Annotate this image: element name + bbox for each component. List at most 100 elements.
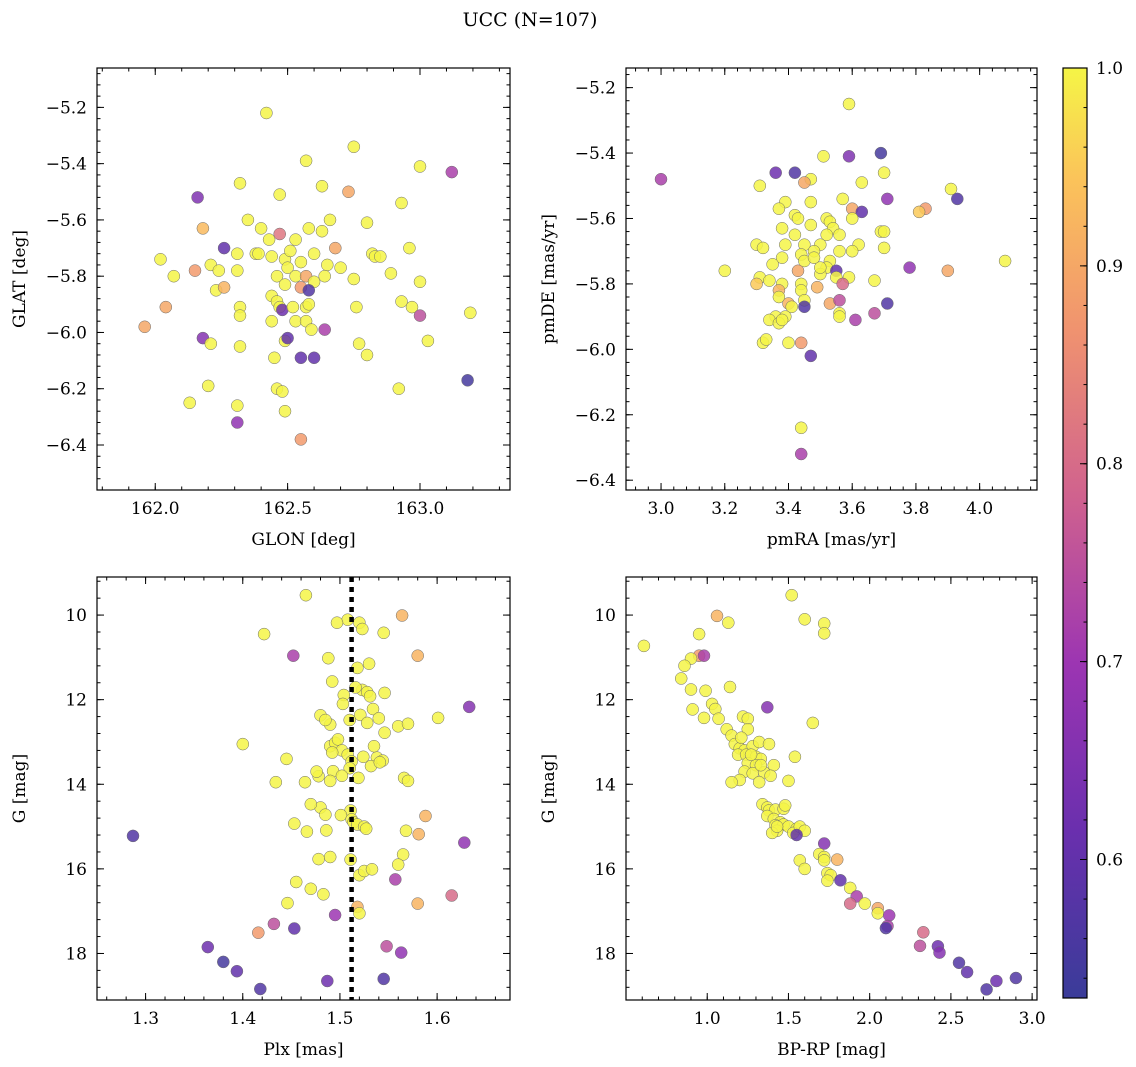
data-point <box>233 340 247 353</box>
data-point <box>257 627 271 641</box>
data-point <box>788 750 802 764</box>
data-point <box>265 250 278 263</box>
data-point <box>458 836 471 849</box>
data-point <box>754 758 768 772</box>
data-point <box>810 280 824 294</box>
axes-frame <box>625 67 1038 491</box>
data-point <box>697 649 711 662</box>
data-point <box>319 713 332 727</box>
data-point <box>445 165 459 179</box>
data-point <box>842 150 856 163</box>
x-tick-label: 162.0 <box>131 499 180 519</box>
data-point <box>350 300 363 314</box>
data-point <box>212 264 226 277</box>
data-point <box>741 723 755 736</box>
data-point <box>284 244 297 258</box>
data-point <box>794 447 808 461</box>
data-point <box>322 651 335 665</box>
data-point <box>998 254 1012 268</box>
data-point <box>411 649 424 662</box>
y-tick-label: 18 <box>594 944 616 964</box>
data-point <box>785 588 798 602</box>
colorbar-tick-label: 0.7 <box>1096 653 1123 673</box>
y-tick-label: 18 <box>65 944 87 964</box>
data-point <box>273 227 286 241</box>
data-point <box>903 261 916 274</box>
data-point <box>833 228 846 242</box>
data-point <box>917 926 930 939</box>
data-point <box>858 897 872 910</box>
data-point <box>845 244 859 258</box>
data-point <box>411 897 424 910</box>
y-tick-label: −5.6 <box>46 211 87 231</box>
data-point <box>785 300 798 314</box>
data-point <box>307 351 321 365</box>
data-point <box>817 854 831 867</box>
data-point <box>294 351 308 365</box>
data-point <box>183 396 196 410</box>
data-point <box>725 775 738 789</box>
data-point <box>357 750 370 764</box>
data-point <box>294 433 308 446</box>
data-point <box>159 300 173 314</box>
data-point <box>699 684 712 698</box>
data-point <box>868 307 881 320</box>
data-point <box>352 771 365 785</box>
data-point <box>833 310 846 323</box>
data-point <box>686 703 699 716</box>
data-point <box>281 261 294 274</box>
data-point <box>363 690 377 703</box>
data-point <box>399 824 413 838</box>
data-point <box>273 188 286 201</box>
data-point <box>741 712 755 725</box>
colorbar-gradient <box>1062 67 1088 999</box>
colorbar-tick-label: 0.6 <box>1096 850 1123 870</box>
data-point <box>217 241 231 255</box>
data-point <box>372 712 386 725</box>
data-point <box>782 774 795 788</box>
data-point <box>772 202 786 215</box>
y-tick-label: 12 <box>65 691 87 711</box>
data-point <box>315 224 329 238</box>
data-point <box>347 140 361 154</box>
data-point <box>820 228 833 242</box>
data-point <box>461 374 474 387</box>
data-point <box>464 306 477 320</box>
data-point <box>191 191 204 204</box>
data-point <box>830 853 844 866</box>
panels: 162.0 162.5 163.0−6.4−6.2−6.0−5.8−5.6−5.4−… <box>10 67 1046 1060</box>
data-point <box>328 908 342 922</box>
data-point <box>321 974 334 988</box>
data-point <box>394 946 408 959</box>
data-point <box>782 336 795 350</box>
colorbar-tick-label: 0.9 <box>1096 257 1123 277</box>
data-point <box>233 309 247 322</box>
y-tick-label: −6.2 <box>46 380 87 400</box>
data-point <box>764 769 777 783</box>
data-point <box>874 146 888 160</box>
data-point <box>405 300 419 314</box>
y-tick-label: −5.2 <box>575 79 616 99</box>
data-point <box>231 264 244 277</box>
data-point <box>315 179 329 193</box>
data-point <box>843 881 857 895</box>
data-point <box>817 837 831 850</box>
data-point <box>373 756 387 769</box>
axes-frame <box>625 576 1038 1001</box>
data-point <box>318 269 331 283</box>
data-point <box>378 686 391 700</box>
data-point <box>798 300 811 314</box>
data-point <box>302 284 316 297</box>
data-point <box>767 758 781 772</box>
data-point <box>360 716 374 730</box>
data-point <box>941 264 955 278</box>
data-point <box>268 351 281 365</box>
data-point <box>276 385 289 398</box>
data-point <box>317 888 330 901</box>
data-point <box>413 275 427 289</box>
data-point <box>791 212 805 225</box>
data-point <box>804 218 818 232</box>
y-axis-label: G [mag] <box>10 754 30 823</box>
data-point <box>654 172 668 186</box>
data-point <box>834 874 847 887</box>
